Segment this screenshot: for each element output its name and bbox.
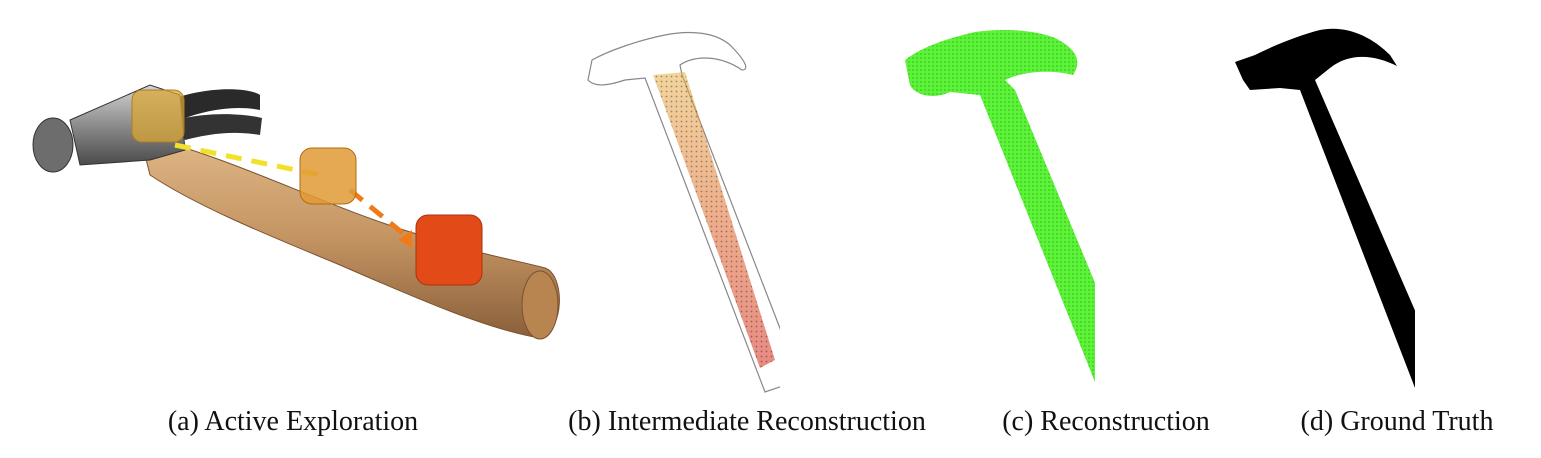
partial-points-texture (653, 72, 775, 368)
caption-reconstruction: (c) Reconstruction (1002, 406, 1210, 437)
sensor-start (131, 89, 185, 143)
active-exploration-image (20, 0, 565, 400)
hammer-strike-face (32, 117, 74, 173)
sensor-end (415, 214, 483, 286)
wooden-handle (139, 134, 560, 339)
intermediate-point-cloud (587, 31, 780, 393)
hammer-outline (587, 31, 780, 393)
caption-active-exploration: (a) Active Exploration (167, 406, 419, 437)
caption-ground-truth: (d) Ground Truth (1300, 406, 1494, 437)
sensor-mid (299, 147, 357, 205)
hammer-claw (170, 89, 260, 120)
ground-truth-image (1225, 0, 1415, 400)
ground-truth-silhouette (1235, 28, 1415, 388)
hammer-exploration-illustration (32, 84, 560, 340)
exploration-arrow-head (398, 230, 412, 248)
reconstructed-hammer-texture (905, 30, 1095, 382)
exploration-path-orange (348, 188, 407, 237)
hammer-claw-lower (175, 114, 262, 140)
reconstructed-point-cloud (905, 30, 1095, 382)
caption-intermediate-reconstruction: (b) Intermediate Reconstruction (568, 406, 926, 437)
reconstruction-image (895, 0, 1095, 400)
intermediate-reconstruction-image (575, 0, 780, 400)
ground-truth-hammer (1235, 28, 1415, 388)
handle-end-cap (521, 270, 559, 340)
